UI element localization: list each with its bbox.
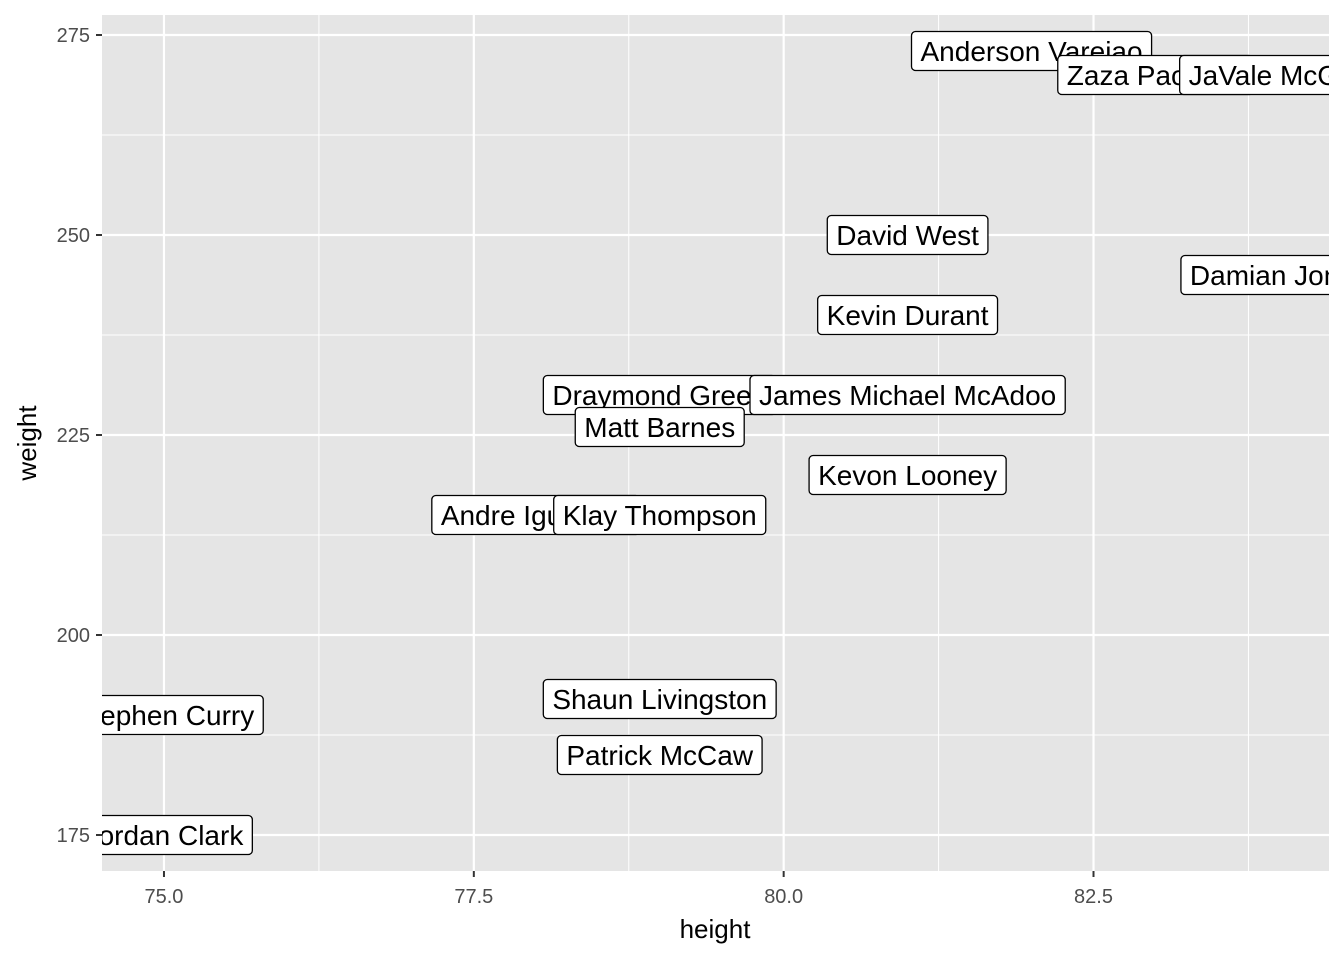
y-axis: 175 200 225 250 275	[57, 25, 102, 847]
x-axis-title: height	[680, 914, 752, 944]
point-label-text: Kevin Durant	[827, 300, 989, 331]
point-label-text: Draymond Green	[552, 380, 767, 411]
point-label-text: Damian Jones	[1190, 260, 1344, 291]
point-label-box	[556, 734, 763, 776]
point-label-box	[1178, 54, 1329, 96]
point-label: Jordan Clark	[85, 814, 253, 856]
point-label-text: Klay Thompson	[563, 500, 757, 531]
point-label: James Michael McAdoo	[749, 374, 1066, 416]
y-axis-title: weight	[12, 405, 42, 482]
x-tick-label: 77.5	[454, 886, 493, 908]
point-label-box	[553, 494, 767, 536]
point-label-text: Stephen Curry	[74, 700, 255, 731]
x-tick-label: 82.5	[1074, 886, 1113, 908]
point-label-text: Patrick McCaw	[566, 740, 753, 771]
point-label-box	[1180, 254, 1329, 296]
y-tick-label: 200	[57, 625, 90, 647]
point-label-box	[102, 814, 253, 856]
y-tick-label: 275	[57, 25, 90, 47]
point-label: David West	[826, 214, 989, 256]
point-label-text: James Michael McAdoo	[759, 380, 1056, 411]
point-label-text: Matt Barnes	[584, 412, 735, 443]
point-label-box	[826, 214, 989, 256]
point-label-box	[817, 294, 999, 336]
point-label: Matt Barnes	[574, 406, 745, 448]
point-label-text: Jordan Clark	[85, 820, 245, 851]
point-label-box	[102, 694, 264, 736]
point-label: Kevon Looney	[808, 454, 1007, 496]
point-label-box	[574, 406, 745, 448]
x-axis: 75.0 77.5 80.0 82.5	[145, 871, 1113, 908]
y-tick-label: 225	[57, 425, 90, 447]
point-label: Stephen Curry	[74, 694, 264, 736]
y-tick-label: 250	[57, 225, 90, 247]
x-tick-label: 80.0	[764, 886, 803, 908]
point-label-text: JaVale McGee	[1189, 60, 1344, 91]
point-label-box	[542, 678, 777, 720]
point-label: Shaun Livingston	[542, 678, 777, 720]
point-label: Damian Jones	[1180, 254, 1344, 296]
point-label: Patrick McCaw	[556, 734, 763, 776]
point-label: Draymond Green	[542, 374, 777, 416]
point-label: JaVale McGee	[1178, 54, 1344, 96]
point-label-text: Shaun Livingston	[552, 684, 767, 715]
point-label: Kevin Durant	[817, 294, 999, 336]
point-label-text: David West	[836, 220, 979, 251]
point-label: Klay Thompson	[553, 494, 767, 536]
point-label-box	[808, 454, 1007, 496]
x-tick-label: 75.0	[145, 886, 184, 908]
point-label-box	[749, 374, 1066, 416]
y-tick-label: 175	[57, 825, 90, 847]
point-label-text: Kevon Looney	[818, 460, 997, 491]
